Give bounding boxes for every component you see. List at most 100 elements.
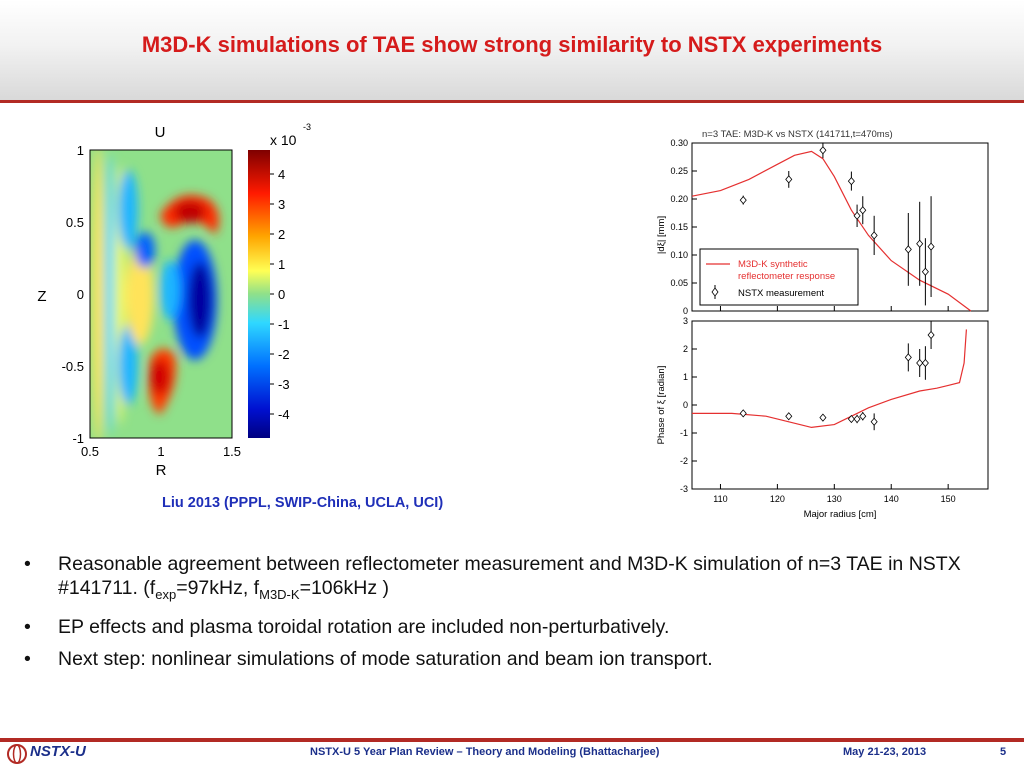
colorbar-tick-label: -4 bbox=[278, 407, 290, 422]
colorbar-tick-label: -2 bbox=[278, 347, 290, 362]
bottom-y-tick-label: -3 bbox=[680, 484, 688, 494]
top-ylabel: |dξ| [mm] bbox=[656, 216, 667, 254]
colorbar-tick-label: 2 bbox=[278, 227, 285, 242]
top-data-point bbox=[739, 196, 747, 205]
bullet-item-2: • EP effects and plasma toroidal rotatio… bbox=[24, 615, 1014, 639]
footer bbox=[0, 738, 1024, 768]
colorbar-tick-label: 1 bbox=[278, 257, 285, 272]
footer-page-number: 5 bbox=[1000, 746, 1007, 758]
legend-sim-line1: M3D-K synthetic bbox=[738, 259, 808, 270]
top-data-point bbox=[927, 242, 935, 251]
colorbar-label: x 10 bbox=[270, 132, 297, 148]
top-y-ticks: 0.30 0.25 0.20 0.15 0.10 0.05 0 bbox=[670, 138, 697, 316]
colorbar-tick-label: 0 bbox=[278, 287, 285, 302]
top-data-point bbox=[785, 175, 793, 184]
top-data-point bbox=[916, 239, 924, 248]
bottom-data-point bbox=[916, 358, 924, 368]
colorbar-exponent: -3 bbox=[303, 122, 311, 132]
bottom-ylabel: Phase of ξ [radian] bbox=[656, 366, 667, 445]
slide-title: M3D-K simulations of TAE show strong sim… bbox=[141, 32, 883, 57]
figure-caption: Liu 2013 (PPPL, SWIP-China, UCLA, UCI) bbox=[162, 495, 444, 511]
top-data-point bbox=[904, 245, 912, 254]
footer-date: May 21-23, 2013 bbox=[843, 746, 927, 758]
colorbar-ticks: 4 3 2 1 0 -1 -2 -3 -4 bbox=[270, 167, 290, 422]
footer-logo-text: NSTX-U bbox=[30, 743, 86, 760]
legend-meas: NSTX measurement bbox=[738, 288, 824, 299]
colorbar-tick-label: 4 bbox=[278, 167, 285, 182]
top-y-tick-label: 0.05 bbox=[670, 278, 688, 288]
contour-y-tick: -0.5 bbox=[62, 359, 84, 374]
colorbar-tick-label: -1 bbox=[278, 317, 290, 332]
bullet-dot: • bbox=[24, 647, 31, 670]
top-data-point bbox=[870, 231, 878, 240]
bullet-item-3: • Next step: nonlinear simulations of mo… bbox=[24, 647, 1014, 671]
contour-y-tick: 0.5 bbox=[66, 215, 84, 230]
contour-figure: U 10.50-0.5-1 0.5 1 1.5 Z R 43210-1-2-3-4 … bbox=[37, 122, 311, 479]
top-data-point bbox=[847, 176, 855, 186]
bottom-y-tick-label: -2 bbox=[680, 456, 688, 466]
contour-x-tick: 0.5 bbox=[81, 444, 99, 459]
top-y-tick-label: 0.10 bbox=[670, 250, 688, 260]
contour-xlabel: R bbox=[156, 462, 167, 479]
contour-ylabel: Z bbox=[37, 288, 46, 305]
bottom-sim-line bbox=[692, 329, 967, 429]
bottom-y-tick-label: 2 bbox=[683, 344, 688, 354]
top-data-point bbox=[819, 146, 827, 155]
bottom-y-ticks: 3 2 1 0 -1 -2 -3 bbox=[680, 316, 697, 494]
top-y-tick-label: 0.15 bbox=[670, 222, 688, 232]
bullet-dot: • bbox=[24, 553, 31, 575]
top-y-tick-label: 0 bbox=[683, 306, 688, 316]
legend-sim-line2: reflectometer response bbox=[738, 271, 835, 282]
bottom-x-tick-label: 110 bbox=[713, 494, 727, 504]
bottom-data-point bbox=[819, 413, 827, 422]
bottom-y-tick-label: 3 bbox=[683, 316, 688, 326]
colorbar-tick-label: -3 bbox=[278, 377, 290, 392]
bottom-data-point bbox=[904, 353, 912, 362]
nstx-logo-icon bbox=[7, 744, 27, 764]
top-y-tick-label: 0.20 bbox=[670, 194, 688, 204]
bottom-y-tick-label: -1 bbox=[680, 428, 688, 438]
contour-y-tick: 1 bbox=[77, 143, 84, 158]
reflectometer-chart: n=3 TAE: M3D-K vs NSTX (141711,t=470ms) … bbox=[656, 129, 989, 520]
legend: M3D-K synthetic reflectometer response N… bbox=[699, 248, 859, 306]
bottom-y-tick-label: 1 bbox=[683, 372, 688, 382]
bottom-x-tick-label: 130 bbox=[827, 494, 842, 504]
bottom-x-tick-label: 140 bbox=[884, 494, 899, 504]
bullet-dot: • bbox=[24, 615, 31, 638]
contour-title: U bbox=[155, 124, 166, 141]
colorbar bbox=[248, 150, 270, 438]
top-data-point bbox=[921, 267, 929, 276]
header-band bbox=[0, 0, 1024, 100]
contour-y-ticks: 1 0.5 0 -0.5 -1 bbox=[62, 143, 84, 446]
bottom-x-tick-label: 120 bbox=[770, 494, 785, 504]
contour-x-ticks: 0.5 1 1.5 bbox=[81, 444, 241, 459]
bottom-x-ticks: 110 120 130 140 150 bbox=[713, 306, 956, 504]
top-sim-line bbox=[691, 150, 972, 312]
colorbar-tick-label: 3 bbox=[278, 197, 285, 212]
top-y-tick-label: 0.25 bbox=[670, 166, 688, 176]
bottom-data-point bbox=[739, 409, 747, 418]
top-chart-title: n=3 TAE: M3D-K vs NSTX (141711,t=470ms) bbox=[702, 129, 893, 140]
footer-rule bbox=[0, 738, 1024, 742]
bullet-item-1: • Reasonable agreement between reflectom… bbox=[24, 552, 1014, 607]
bottom-data-point bbox=[785, 412, 793, 421]
bottom-data-point bbox=[927, 330, 935, 340]
contour-x-tick: 1 bbox=[157, 444, 164, 459]
bottom-panel-frame bbox=[691, 320, 989, 490]
bottom-data-point bbox=[847, 414, 855, 424]
bullet-list: • Reasonable agreement between reflectom… bbox=[24, 552, 1014, 679]
bullet-text-2: EP effects and plasma toroidal rotation … bbox=[58, 615, 670, 638]
footer-review: NSTX-U 5 Year Plan Review – Theory and M… bbox=[310, 746, 660, 758]
bottom-data-point bbox=[859, 412, 867, 421]
contour-x-tick: 1.5 bbox=[223, 444, 241, 459]
contour-y-tick: -1 bbox=[72, 431, 84, 446]
top-data-point bbox=[859, 206, 867, 215]
bottom-xlabel: Major radius [cm] bbox=[804, 509, 877, 520]
header-rule bbox=[0, 100, 1024, 103]
bullet-text-1: Reasonable agreement between reflectomet… bbox=[58, 553, 961, 602]
top-data-point bbox=[853, 211, 861, 220]
contour-y-tick: 0 bbox=[77, 287, 84, 302]
bottom-data-point bbox=[853, 414, 861, 424]
top-y-tick-label: 0.30 bbox=[670, 138, 688, 148]
bullet-text-3: Next step: nonlinear simulations of mode… bbox=[58, 647, 713, 670]
